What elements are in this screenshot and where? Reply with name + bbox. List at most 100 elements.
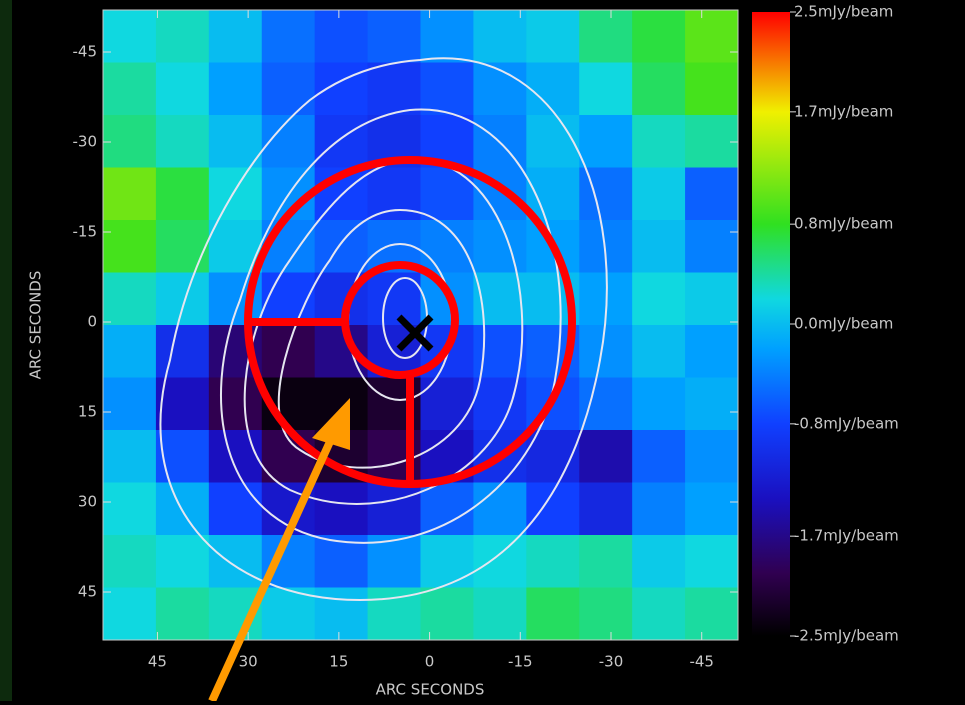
heatmap-cell xyxy=(685,220,739,273)
heatmap-cell xyxy=(632,62,686,116)
colorbar-tick-label: 0.0mJy/beam xyxy=(794,315,893,333)
heatmap-cell xyxy=(103,535,157,588)
x-tick-label: 0 xyxy=(425,653,435,671)
heatmap-cell xyxy=(685,167,739,221)
heatmap-cell xyxy=(473,587,527,641)
colorbar-tick-label: 2.5mJy/beam xyxy=(794,3,893,21)
heatmap-cell xyxy=(632,115,686,168)
heatmap-cell xyxy=(103,220,157,273)
heatmap-cell xyxy=(685,62,739,116)
heatmap-cell xyxy=(314,62,369,116)
arrow-shaft xyxy=(208,433,337,703)
heatmap-cell xyxy=(685,10,739,63)
heatmap-cell xyxy=(367,62,421,116)
heatmap-cell xyxy=(367,535,421,588)
x-tick-label: 45 xyxy=(148,653,167,671)
heatmap-cell xyxy=(103,482,157,536)
heatmap-cell xyxy=(685,272,739,326)
heatmap-cell xyxy=(208,62,263,116)
heatmap-cell xyxy=(579,482,633,536)
heatmap-cell xyxy=(155,325,210,378)
heatmap-cell xyxy=(367,167,421,221)
heatmap-cell xyxy=(103,62,157,116)
heatmap-cell xyxy=(314,10,369,63)
y-tick-label: -15 xyxy=(73,223,98,241)
heatmap-cell xyxy=(261,115,316,168)
colorbar-tick-label: 0.8mJy/beam xyxy=(794,215,893,233)
contour xyxy=(243,158,524,505)
heatmap-cell xyxy=(420,167,474,221)
heatmap-cell xyxy=(420,535,474,588)
heatmap-cell xyxy=(632,220,686,273)
heatmap-cell xyxy=(103,325,157,378)
heatmap-cell xyxy=(208,535,263,588)
heatmap-cell xyxy=(526,62,580,116)
heatmap-cell xyxy=(632,430,686,483)
heatmap-cell xyxy=(208,167,263,221)
heatmap-cell xyxy=(579,430,633,483)
heatmap-cell xyxy=(208,482,263,536)
heatmap-cell xyxy=(103,377,157,431)
heatmap-cell xyxy=(473,482,527,536)
heatmap-cell xyxy=(579,325,633,378)
y-tick-label: 15 xyxy=(78,403,97,421)
heatmap-cell xyxy=(314,220,369,273)
heatmap-cell xyxy=(261,10,316,63)
heatmap-cell xyxy=(579,377,633,431)
heatmap-cell xyxy=(208,377,263,431)
heatmap-cell xyxy=(155,587,210,641)
colorbar xyxy=(752,12,790,636)
heatmap-cell xyxy=(579,10,633,63)
heatmap-cell xyxy=(103,587,157,641)
heatmap-cell xyxy=(473,62,527,116)
y-tick-label: -30 xyxy=(73,133,98,151)
heatmap-cell xyxy=(367,272,421,326)
heatmap-cell xyxy=(420,482,474,536)
heatmap-cell xyxy=(155,62,210,116)
arrow xyxy=(208,398,350,703)
y-tick-label: 0 xyxy=(87,313,97,331)
heatmap-cell xyxy=(420,62,474,116)
heatmap-cell xyxy=(579,587,633,641)
heatmap-cell xyxy=(685,325,739,378)
heatmap-cell xyxy=(103,167,157,221)
heatmap-cell xyxy=(685,482,739,536)
x-tick-label: 15 xyxy=(329,653,348,671)
x-tick-label: -45 xyxy=(689,653,714,671)
y-tick-label: 30 xyxy=(78,493,97,511)
heatmap-cell xyxy=(103,115,157,168)
heatmap-cell xyxy=(473,377,527,431)
heatmap-cell xyxy=(155,430,210,483)
heatmap-cell xyxy=(579,62,633,116)
center-cross xyxy=(396,314,434,352)
heatmap-cell xyxy=(420,587,474,641)
heatmap-cell xyxy=(314,482,369,536)
heatmap-cell xyxy=(155,115,210,168)
heatmap-cell xyxy=(632,325,686,378)
heatmap-cell xyxy=(367,10,421,63)
colorbar-tick-label: 1.7mJy/beam xyxy=(794,102,893,120)
heatmap-cell xyxy=(632,272,686,326)
annotation-rings xyxy=(244,156,576,488)
heatmap-cell xyxy=(685,377,739,431)
heatmap-cell xyxy=(632,482,686,536)
heatmap-cell xyxy=(526,115,580,168)
heatmap-cell xyxy=(314,115,369,168)
heatmap-cell xyxy=(314,587,369,641)
heatmap-cell xyxy=(526,10,580,63)
colorbar-tick-label: -2.5mJy/beam xyxy=(794,627,899,645)
heatmap-cell xyxy=(155,535,210,588)
heatmap-cell xyxy=(420,377,474,431)
heatmap-cell xyxy=(632,377,686,431)
heatmap-cell xyxy=(208,430,263,483)
heatmap-cell xyxy=(685,115,739,168)
heatmap-cell xyxy=(155,220,210,273)
plot-frame xyxy=(102,9,739,641)
colorbar-tick-label: -0.8mJy/beam xyxy=(794,414,899,432)
axes xyxy=(102,9,739,641)
x-axis-label: ARC SECONDS xyxy=(376,681,485,699)
x-tick-label: -30 xyxy=(599,653,624,671)
heatmap-cell xyxy=(526,587,580,641)
heatmap-cell xyxy=(155,10,210,63)
